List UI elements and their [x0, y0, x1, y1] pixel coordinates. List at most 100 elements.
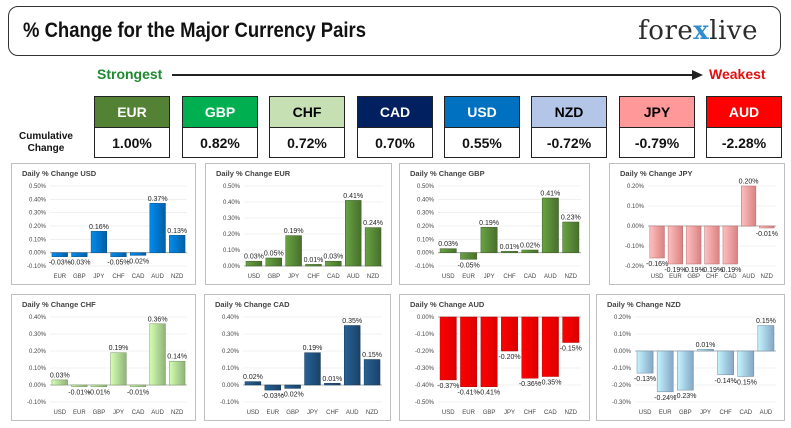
data-label: -0.01%: [68, 390, 90, 397]
x-tick-label: CHF: [112, 274, 125, 280]
bar-chart: Daily % Change NZD -0.30% -0.20% -0.10% 0.00…: [607, 300, 776, 416]
chart-panel-8: Daily % Change NZD -0.30% -0.20% -0.10% 0.00…: [596, 294, 785, 421]
bar: [71, 384, 88, 387]
y-tick-label: -0.10%: [27, 400, 47, 406]
x-tick-label: USD: [639, 410, 652, 416]
y-tick-label: 0.00%: [627, 224, 645, 230]
bar: [460, 252, 478, 260]
bar: [541, 197, 559, 253]
bar: [697, 349, 714, 352]
data-label: -0.19%: [683, 267, 705, 274]
x-tick-label: CAD: [724, 274, 737, 280]
x-tick-label: AUD: [347, 274, 360, 280]
currency-card-cad: CAD 0.70%: [357, 96, 433, 158]
data-label: -0.23%: [674, 393, 696, 400]
bar: [169, 360, 186, 386]
y-tick-label: -0.10%: [415, 264, 435, 270]
bar-chart: Daily % Change AUD -0.50% -0.40% -0.30% -0.2…: [410, 300, 582, 416]
y-tick-label: -0.10%: [415, 332, 435, 338]
x-tick-label: CHF: [503, 274, 516, 280]
currency-name: EUR: [95, 97, 169, 128]
bar: [541, 316, 559, 377]
data-label: -0.03%: [68, 260, 90, 267]
bar-chart: Daily % Change EUR 0.00% 0.10% 0.20% 0.30% 0.…: [216, 169, 383, 280]
x-tick-label: CAD: [524, 274, 537, 280]
data-label: -0.03%: [262, 393, 284, 400]
bar: [110, 352, 127, 386]
currency-name: GBP: [183, 97, 257, 128]
x-tick-label: GBP: [73, 274, 86, 280]
currency-card-aud: AUD -2.28%: [706, 96, 782, 158]
data-label: 0.03%: [323, 254, 343, 261]
y-tick-label: -0.50%: [415, 400, 435, 406]
bar: [364, 227, 382, 267]
data-label: 0.15%: [756, 318, 776, 325]
bar-chart: Daily % Change CHF -0.10% 0.00% 0.10% 0.20% 0…: [22, 300, 187, 416]
currency-card-gbp: GBP 0.82%: [182, 96, 258, 158]
data-label: 0.01%: [304, 257, 324, 264]
x-tick-label: JPY: [504, 410, 515, 416]
y-tick-label: 0.10%: [29, 366, 47, 372]
data-label: 0.03%: [438, 241, 458, 248]
data-label: -0.02%: [282, 391, 304, 398]
bar: [741, 185, 757, 227]
x-tick-label: AUD: [151, 274, 164, 280]
bar: [284, 384, 301, 389]
x-tick-label: AUD: [151, 410, 164, 416]
data-label: 0.35%: [342, 318, 362, 325]
x-tick-label: EUR: [659, 410, 672, 416]
data-label: -0.15%: [560, 346, 582, 353]
bar: [521, 249, 539, 253]
y-tick-label: 0.40%: [417, 197, 435, 203]
y-tick-label: 0.40%: [223, 200, 241, 206]
y-tick-label: -0.10%: [220, 400, 240, 406]
bar: [51, 252, 68, 257]
bar-chart: Daily % Change JPY -0.20% -0.10% 0.00% 0.10%…: [620, 169, 778, 280]
data-label: 0.19%: [284, 228, 304, 235]
cumulative-value: 0.70%: [375, 135, 415, 151]
currency-name: AUD: [707, 97, 781, 128]
y-tick-label: 0.10%: [222, 366, 240, 372]
x-tick-label: JPY: [288, 274, 299, 280]
bar: [562, 221, 580, 253]
data-label: -0.16%: [646, 261, 668, 268]
y-tick-label: 0.20%: [29, 224, 47, 230]
y-tick-label: -0.10%: [612, 366, 632, 372]
x-tick-label: GBP: [483, 410, 496, 416]
data-label: 0.14%: [167, 354, 187, 361]
y-tick-label: 0.10%: [417, 237, 435, 243]
data-label: -0.14%: [715, 378, 737, 385]
chart-title: Daily % Change NZD: [607, 300, 681, 309]
data-label: 0.41%: [540, 191, 560, 198]
x-tick-label: USD: [651, 274, 664, 280]
y-tick-label: 0.00%: [417, 315, 435, 321]
bar: [480, 316, 498, 387]
cumulative-value: -0.72%: [546, 135, 592, 151]
y-tick-label: -0.10%: [27, 264, 47, 270]
bar: [325, 260, 342, 267]
x-tick-label: GBP: [93, 410, 106, 416]
x-tick-label: CHF: [307, 274, 320, 280]
bar: [521, 316, 539, 379]
x-tick-label: CAD: [132, 410, 145, 416]
x-tick-label: GBP: [679, 410, 692, 416]
x-tick-label: USD: [442, 410, 455, 416]
y-tick-label: 0.00%: [223, 264, 241, 270]
currency-card-chf: CHF 0.72%: [269, 96, 345, 158]
chart-title: Daily % Change GBP: [410, 169, 485, 178]
data-label: -0.02%: [127, 258, 149, 265]
bar-chart: Daily % Change GBP -0.10% 0.00% 0.10% 0.20% 0…: [410, 169, 581, 280]
y-tick-label: -0.40%: [415, 383, 435, 389]
bar: [244, 381, 262, 386]
x-tick-label: USD: [442, 274, 455, 280]
y-tick-label: -0.10%: [625, 244, 645, 250]
data-label: 0.16%: [89, 224, 109, 231]
bar: [129, 252, 147, 256]
cumulative-value: -2.28%: [721, 135, 767, 151]
x-tick-label: NZD: [367, 274, 380, 280]
x-tick-label: EUR: [669, 274, 682, 280]
x-tick-label: EUR: [462, 410, 475, 416]
currency-card-nzd: NZD -0.72%: [531, 96, 607, 158]
y-tick-label: 0.20%: [417, 224, 435, 230]
x-tick-label: CAD: [739, 410, 752, 416]
